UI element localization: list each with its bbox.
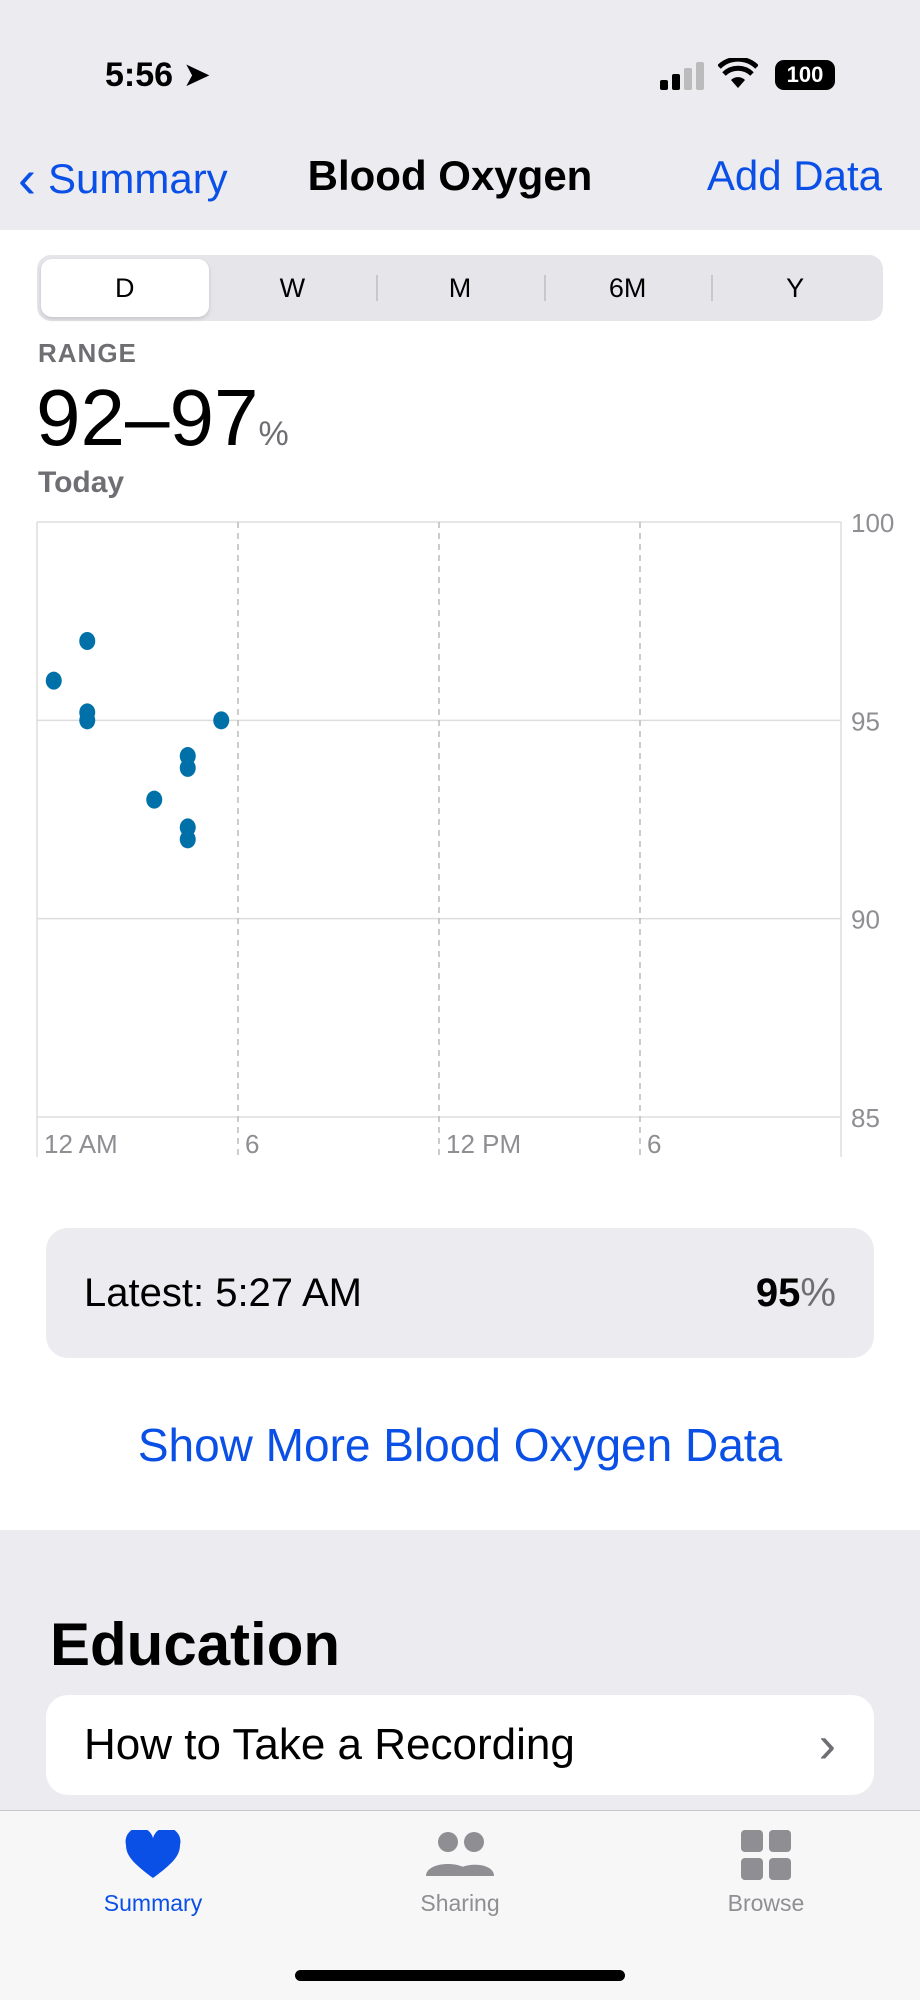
blood-oxygen-chart: 100 95 90 85 12 AM 6 12 PM 6 — [36, 510, 894, 1159]
wifi-icon — [718, 58, 758, 88]
chevron-left-icon: ‹ — [18, 149, 36, 209]
tab-browse[interactable]: Browse — [666, 1830, 866, 1917]
data-point — [45, 671, 62, 690]
x-tick-label: 12 PM — [446, 1129, 521, 1159]
period-segmented-control: D W M 6M Y — [37, 255, 883, 321]
range-value: 92–97% — [36, 373, 289, 462]
y-tick-label: 90 — [851, 905, 880, 935]
segment-year[interactable]: Y — [711, 259, 879, 317]
latest-reading-card: Latest: 5:27 AM 95% — [46, 1228, 874, 1358]
data-point — [79, 711, 96, 730]
education-heading: Education — [50, 1611, 341, 1678]
back-button[interactable]: ‹ Summary — [18, 149, 228, 209]
data-point — [179, 758, 196, 777]
y-tick-label: 100 — [851, 510, 894, 538]
add-data-button[interactable]: Add Data — [706, 152, 882, 199]
segment-week[interactable]: W — [279, 272, 306, 303]
page-title: Blood Oxygen — [307, 152, 593, 199]
y-tick-label: 85 — [851, 1103, 880, 1133]
segment-day[interactable]: D — [41, 259, 209, 317]
show-more-link[interactable]: Show More Blood Oxygen Data — [137, 1419, 783, 1471]
segment-6-months[interactable]: 6M — [543, 259, 712, 317]
segment-month[interactable]: M — [376, 259, 544, 317]
data-point — [79, 632, 96, 650]
data-point — [213, 711, 230, 730]
y-tick-label: 95 — [851, 706, 880, 736]
status-time: 5:56 ➤ — [105, 56, 212, 94]
x-tick-label: 6 — [647, 1129, 661, 1159]
period-label: Today — [38, 466, 125, 499]
data-point — [179, 830, 196, 849]
range-label: RANGE — [38, 338, 137, 368]
location-arrow-icon: ➤ — [182, 56, 212, 94]
tab-sharing[interactable]: Sharing — [360, 1830, 560, 1917]
chevron-right-icon: › — [818, 1716, 836, 1774]
battery-icon: 100 — [775, 60, 835, 90]
tab-summary[interactable]: Summary — [53, 1830, 253, 1917]
data-point — [146, 790, 163, 809]
cellular-signal-icon — [660, 62, 704, 90]
x-tick-label: 6 — [245, 1129, 259, 1159]
heart-icon — [125, 1830, 181, 1878]
people-icon — [426, 1832, 494, 1876]
education-item[interactable]: How to Take a Recording › — [46, 1695, 874, 1795]
grid-icon — [741, 1830, 791, 1880]
status-bar: 5:56 ➤ 100 — [0, 0, 920, 150]
x-tick-label: 12 AM — [44, 1129, 118, 1159]
home-indicator — [295, 1970, 625, 1981]
